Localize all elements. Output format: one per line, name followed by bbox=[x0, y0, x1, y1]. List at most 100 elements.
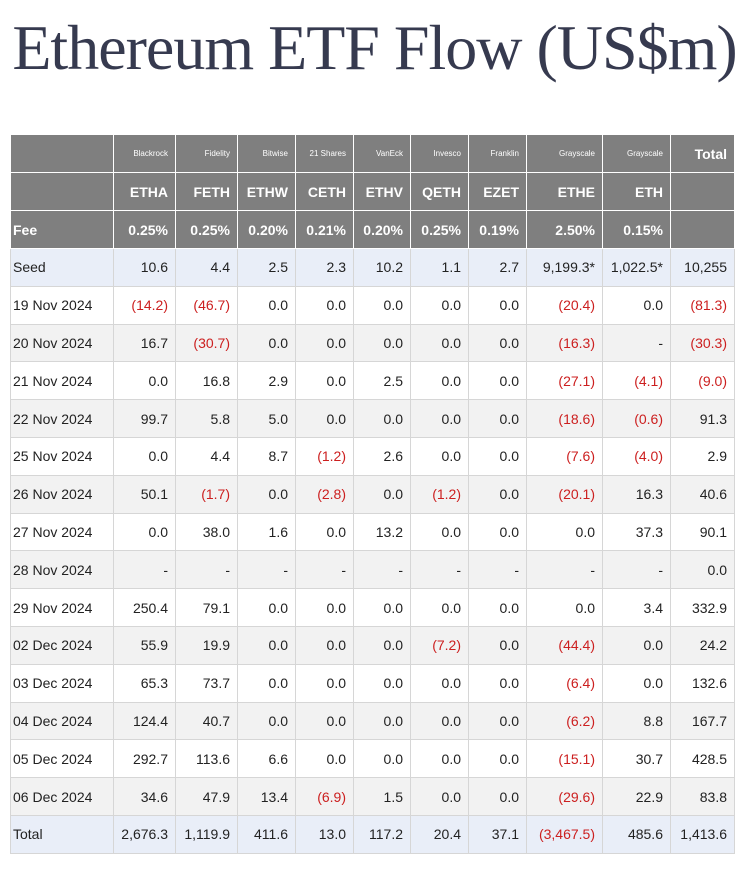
flow-value: 0.0 bbox=[468, 361, 527, 401]
flow-value: 0.0 bbox=[295, 361, 354, 401]
table-row: 22 Nov 2024 99.7 5.8 5.0 0.0 0.0 0.0 0.0 (18.6)(… bbox=[10, 399, 735, 438]
flow-value: 0.0 bbox=[410, 361, 469, 401]
flow-value: 0.0 bbox=[468, 399, 527, 438]
flow-value: 13.0 bbox=[295, 814, 354, 854]
flow-value: - bbox=[353, 550, 411, 590]
flow-value: 0.0 bbox=[237, 588, 296, 627]
flow-value: 34.6 bbox=[113, 777, 176, 816]
flow-value: 0.0 bbox=[410, 436, 469, 476]
flow-value: 5.8 bbox=[175, 399, 238, 438]
flow-value: 0.0 bbox=[410, 777, 469, 816]
fee-value: 0.20% bbox=[237, 210, 296, 249]
flow-value: 0.0 bbox=[468, 323, 527, 363]
flow-value: 0.0 bbox=[468, 739, 527, 779]
flow-value: 55.9 bbox=[113, 625, 176, 665]
flow-value: (29.6) bbox=[526, 777, 603, 816]
flow-value: 0.0 bbox=[353, 474, 411, 514]
row-total-value: 40.6 bbox=[670, 474, 735, 514]
ticker-symbol: ETH bbox=[602, 172, 671, 211]
flow-value: 0.0 bbox=[237, 663, 296, 703]
flow-value: 13.4 bbox=[237, 777, 296, 816]
flow-value: 65.3 bbox=[113, 663, 176, 703]
flow-value: 40.7 bbox=[175, 701, 238, 741]
row-label: 19 Nov 2024 bbox=[10, 285, 114, 325]
row-total-value: 332.9 bbox=[670, 588, 735, 627]
flow-value: (2.8) bbox=[295, 474, 354, 514]
flow-value: 0.0 bbox=[468, 588, 527, 627]
ticker-symbol: CETH bbox=[295, 172, 354, 211]
issuer-name: Grayscale bbox=[526, 134, 603, 173]
table-row: 25 Nov 2024 0.0 4.4 8.7 (1.2) 2.6 0.0 0.0 (7.6)(… bbox=[10, 436, 735, 476]
flow-value: 10.6 bbox=[113, 248, 176, 287]
table-row: 26 Nov 2024 50.1 (1.7) 0.0 (2.8) 0.0 (1.2) 0.0(… bbox=[10, 474, 735, 514]
flow-value: 0.0 bbox=[468, 625, 527, 665]
row-label: 02 Dec 2024 bbox=[10, 625, 114, 665]
flow-value: - bbox=[602, 550, 671, 590]
fee-value: 0.20% bbox=[353, 210, 411, 249]
flow-value: 2.5 bbox=[237, 248, 296, 287]
ticker-header-row: ETHA FETH ETHW CETH ETHV QETH EZET ETHE ETH bbox=[10, 172, 735, 211]
flow-value: 0.0 bbox=[468, 474, 527, 514]
flow-value: 0.0 bbox=[602, 625, 671, 665]
issuer-name: 21 Shares bbox=[295, 134, 354, 173]
row-total-value: 91.3 bbox=[670, 399, 735, 438]
flow-value: 0.0 bbox=[353, 663, 411, 703]
flow-value: 113.6 bbox=[175, 739, 238, 779]
flow-value: 0.0 bbox=[410, 285, 469, 325]
flow-value: 16.3 bbox=[602, 474, 671, 514]
flow-value: (0.6) bbox=[602, 399, 671, 438]
flow-value: (30.7) bbox=[175, 323, 238, 363]
flow-value: 0.0 bbox=[237, 701, 296, 741]
flow-value: 0.0 bbox=[237, 285, 296, 325]
ticker-symbol: ETHE bbox=[526, 172, 603, 211]
flow-value: 79.1 bbox=[175, 588, 238, 627]
flow-value: (14.2) bbox=[113, 285, 176, 325]
ticker-total-blank bbox=[670, 172, 735, 211]
flow-value: 9,199.3* bbox=[526, 248, 603, 287]
row-total-value: (30.3) bbox=[670, 323, 735, 363]
total-row: Total 2,676.3 1,119.9 411.6 13.0 117.2 20.4 37.… bbox=[10, 814, 735, 854]
table-row: 21 Nov 2024 0.0 16.8 2.9 0.0 2.5 0.0 0.0 (27.1)(… bbox=[10, 361, 735, 401]
flow-value: 0.0 bbox=[113, 512, 176, 552]
flow-value: 117.2 bbox=[353, 814, 411, 854]
flow-value: 124.4 bbox=[113, 701, 176, 741]
table-row: 05 Dec 2024 292.7 113.6 6.6 0.0 0.0 0.0 0.0 (15.… bbox=[10, 739, 735, 779]
flow-value: 2.3 bbox=[295, 248, 354, 287]
fee-label: Fee bbox=[10, 210, 114, 249]
flow-value: - bbox=[410, 550, 469, 590]
row-label: 05 Dec 2024 bbox=[10, 739, 114, 779]
row-total-value: (9.0) bbox=[670, 361, 735, 401]
row-label: Seed bbox=[10, 248, 114, 287]
flow-value: 0.0 bbox=[526, 588, 603, 627]
flow-value: 0.0 bbox=[113, 436, 176, 476]
flow-value: - bbox=[526, 550, 603, 590]
issuer-name: Bitwise bbox=[237, 134, 296, 173]
row-label: 04 Dec 2024 bbox=[10, 701, 114, 741]
flow-value: 485.6 bbox=[602, 814, 671, 854]
flow-value: 0.0 bbox=[410, 739, 469, 779]
row-label: 03 Dec 2024 bbox=[10, 663, 114, 703]
ticker-symbol: ETHA bbox=[113, 172, 176, 211]
row-total-value: 2.9 bbox=[670, 436, 735, 476]
flow-value: 0.0 bbox=[237, 474, 296, 514]
flow-value: 0.0 bbox=[410, 588, 469, 627]
row-label: 28 Nov 2024 bbox=[10, 550, 114, 590]
row-label: 22 Nov 2024 bbox=[10, 399, 114, 438]
flow-value: (1.7) bbox=[175, 474, 238, 514]
flow-value: 0.0 bbox=[468, 663, 527, 703]
flow-value: 0.0 bbox=[353, 701, 411, 741]
flow-value: 20.4 bbox=[410, 814, 469, 854]
flow-value: (1.2) bbox=[295, 436, 354, 476]
issuer-name: Invesco bbox=[410, 134, 469, 173]
flow-value: 0.0 bbox=[410, 701, 469, 741]
header-corner-cell bbox=[10, 134, 114, 173]
ticker-symbol: FETH bbox=[175, 172, 238, 211]
row-label: 29 Nov 2024 bbox=[10, 588, 114, 627]
row-label: 27 Nov 2024 bbox=[10, 512, 114, 552]
row-label: 26 Nov 2024 bbox=[10, 474, 114, 514]
flow-value: 6.6 bbox=[237, 739, 296, 779]
row-total-value: 428.5 bbox=[670, 739, 735, 779]
fee-row: Fee 0.25% 0.25% 0.20% 0.21% 0.20% 0.25% 0.19% 2.… bbox=[10, 210, 735, 249]
flow-value: 0.0 bbox=[237, 323, 296, 363]
flow-value: 13.2 bbox=[353, 512, 411, 552]
